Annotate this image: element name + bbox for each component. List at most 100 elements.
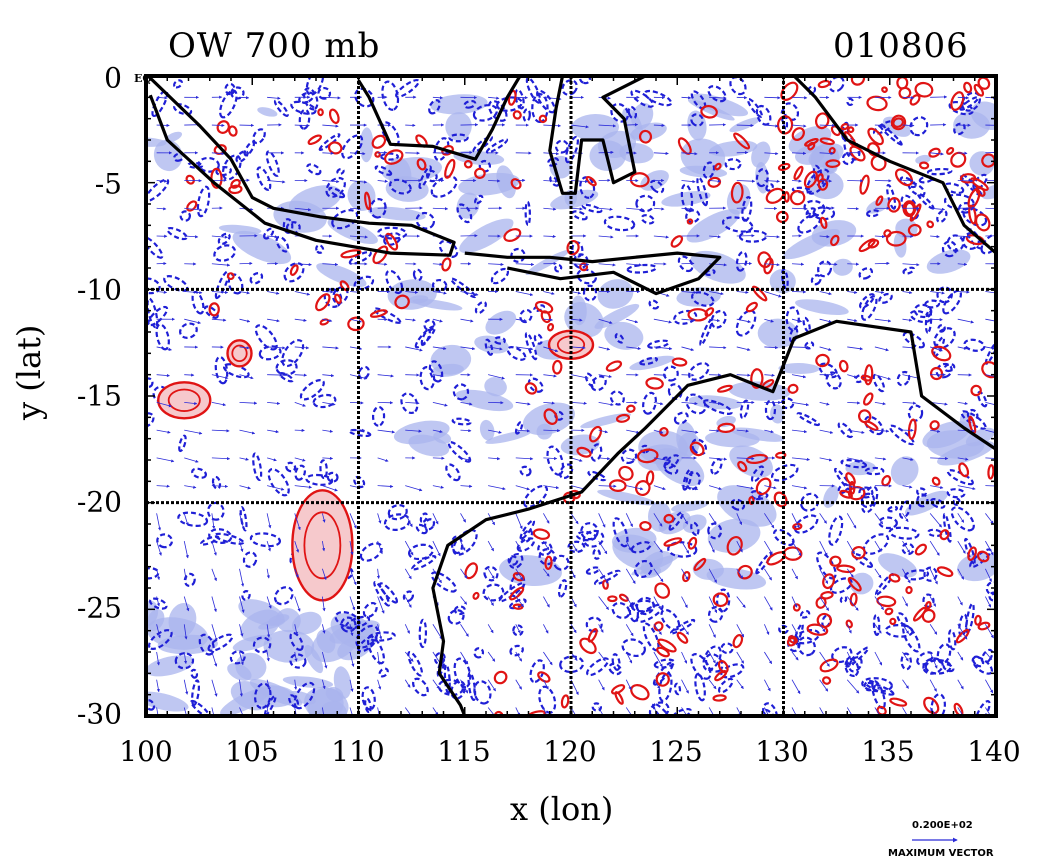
blue-contour bbox=[357, 634, 378, 653]
red-contour bbox=[474, 167, 486, 179]
wind-vector bbox=[322, 429, 334, 433]
blue-fill-patch bbox=[522, 402, 575, 436]
red-contour bbox=[931, 345, 952, 362]
wind-vector bbox=[543, 456, 558, 461]
wind-vector bbox=[294, 457, 306, 462]
red-contour bbox=[670, 235, 684, 248]
blue-contour bbox=[146, 178, 170, 203]
wind-vector bbox=[156, 290, 168, 294]
wind-vector bbox=[543, 318, 554, 322]
red-contour bbox=[611, 684, 626, 695]
wind-vector bbox=[791, 96, 808, 100]
wind-vector bbox=[929, 513, 942, 528]
wind-vector bbox=[183, 596, 190, 612]
blue-contour bbox=[614, 333, 625, 344]
blue-contour bbox=[243, 141, 255, 157]
blue-contour bbox=[620, 448, 638, 465]
blue-fill-patch bbox=[459, 218, 514, 254]
wind-vector bbox=[432, 262, 443, 266]
blue-fill-patch bbox=[273, 200, 327, 233]
blue-contour bbox=[916, 487, 927, 497]
blue-contour bbox=[149, 597, 168, 610]
blue-fill-patch bbox=[849, 572, 874, 595]
wind-vector bbox=[377, 596, 385, 614]
wind-vector bbox=[791, 151, 807, 155]
wind-vector bbox=[543, 540, 550, 551]
wind-vector bbox=[791, 457, 811, 461]
red-contour bbox=[863, 364, 874, 386]
wind-vector bbox=[543, 429, 561, 433]
blue-contour bbox=[456, 203, 473, 224]
wind-vector bbox=[404, 568, 412, 580]
blue-contour bbox=[841, 152, 855, 166]
wind-vector bbox=[432, 513, 439, 525]
red-contour bbox=[635, 480, 651, 497]
blue-contour bbox=[946, 234, 965, 252]
blue-contour bbox=[512, 624, 524, 637]
blue-contour bbox=[924, 658, 952, 675]
blue-contour bbox=[634, 559, 653, 579]
wind-vector bbox=[985, 152, 996, 154]
wind-vector bbox=[570, 513, 579, 525]
blue-contour bbox=[878, 292, 893, 304]
blue-contour bbox=[151, 89, 169, 118]
wind-vector bbox=[267, 457, 277, 462]
blue-contour bbox=[428, 360, 444, 383]
red-contour bbox=[689, 441, 705, 457]
blue-fill-patch bbox=[408, 434, 450, 457]
wind-vector bbox=[847, 485, 866, 491]
x-tick-label: 125 bbox=[649, 735, 703, 768]
blue-contour bbox=[603, 215, 636, 232]
wind-vector bbox=[791, 402, 810, 407]
wind-vector bbox=[321, 540, 326, 552]
red-contour bbox=[773, 491, 788, 508]
blue-contour bbox=[317, 86, 332, 100]
wind-vector bbox=[709, 485, 722, 491]
y-tick-label: -20 bbox=[76, 485, 122, 519]
wind-vector bbox=[598, 457, 611, 461]
wind-vector bbox=[681, 679, 689, 694]
wind-vector bbox=[515, 596, 524, 608]
y-tick-label: -25 bbox=[76, 591, 122, 625]
blue-contour bbox=[840, 459, 868, 469]
wind-vector bbox=[183, 540, 189, 559]
wind-vector bbox=[764, 651, 773, 665]
red-contour bbox=[384, 149, 404, 165]
red-contour bbox=[974, 213, 991, 232]
wind-vector bbox=[515, 262, 535, 267]
wind-vector bbox=[653, 679, 661, 690]
red-contour bbox=[787, 383, 799, 394]
wind-vector bbox=[543, 346, 559, 353]
wind-vector bbox=[985, 485, 996, 487]
wind-vector bbox=[930, 429, 941, 433]
blue-contour bbox=[328, 186, 346, 199]
blue-contour bbox=[369, 198, 387, 219]
blue-contour bbox=[519, 519, 536, 540]
wind-vector bbox=[515, 402, 531, 406]
blue-contour bbox=[554, 264, 563, 273]
blue-contour bbox=[395, 79, 420, 98]
blue-contour bbox=[173, 103, 193, 116]
blue-contour bbox=[490, 267, 510, 285]
blue-contour bbox=[916, 493, 929, 508]
blue-contour bbox=[930, 498, 946, 509]
wind-vector bbox=[764, 429, 774, 434]
blue-contour bbox=[318, 133, 341, 152]
blue-contour bbox=[445, 463, 461, 482]
wind-vector bbox=[460, 624, 469, 637]
red-contour bbox=[845, 472, 856, 486]
blue-contour bbox=[415, 211, 435, 230]
red-contour bbox=[755, 477, 772, 496]
wind-vector bbox=[625, 513, 633, 528]
wind-vector bbox=[791, 290, 807, 294]
wind-vector bbox=[404, 596, 412, 608]
red-contour bbox=[863, 392, 874, 406]
red-contour bbox=[444, 158, 456, 179]
blue-contour bbox=[802, 316, 811, 333]
blue-fill-patch bbox=[937, 440, 995, 466]
red-contour bbox=[566, 239, 580, 256]
red-contour bbox=[987, 464, 995, 480]
wind-vector bbox=[239, 568, 245, 587]
blue-contour bbox=[585, 616, 603, 633]
